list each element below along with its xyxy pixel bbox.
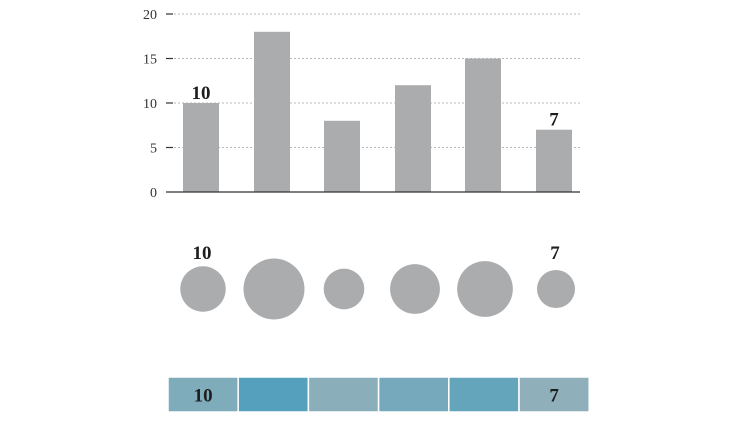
bubble (457, 261, 513, 317)
bar-value-label: 10 (192, 83, 211, 104)
bar (324, 120, 360, 192)
y-tick-label: 0 (150, 186, 157, 201)
bar-value-label: 7 (549, 110, 559, 131)
bubble (390, 264, 440, 314)
bar (183, 103, 219, 192)
heatmap-value-label: 10 (194, 386, 213, 407)
heatmap-strip (167, 376, 590, 413)
bubble (243, 258, 305, 320)
bar-chart-grid (166, 13, 580, 148)
heatmap-cell (448, 376, 520, 413)
bubble-value-label: 7 (550, 243, 560, 264)
bubble (180, 266, 226, 312)
heatmap-cell (518, 376, 590, 413)
y-tick-label: 15 (143, 53, 157, 68)
y-tick-label: 20 (143, 8, 157, 23)
y-tick-label: 5 (150, 142, 157, 157)
bar (395, 85, 431, 192)
heatmap-cell (377, 376, 450, 413)
bubble (536, 269, 576, 309)
bar-chart-value-labels: 10 7 (192, 83, 560, 131)
bar-chart-y-ticks: 0 5 10 15 20 (143, 8, 173, 201)
heatmap-cell (237, 376, 310, 413)
heatmap-value-label: 7 (549, 386, 559, 407)
bubble-chart (180, 258, 576, 320)
bar (536, 129, 572, 192)
heatmap-value-labels: 10 7 (194, 386, 560, 407)
heatmap-cell (307, 376, 380, 413)
bubble-value-label: 10 (193, 243, 212, 264)
bubble (323, 268, 365, 310)
bar (254, 31, 290, 192)
bar (465, 58, 501, 192)
bubble-chart-value-labels: 10 7 (193, 243, 561, 264)
y-tick-label: 10 (143, 97, 157, 112)
bar-chart-bars (183, 31, 572, 192)
